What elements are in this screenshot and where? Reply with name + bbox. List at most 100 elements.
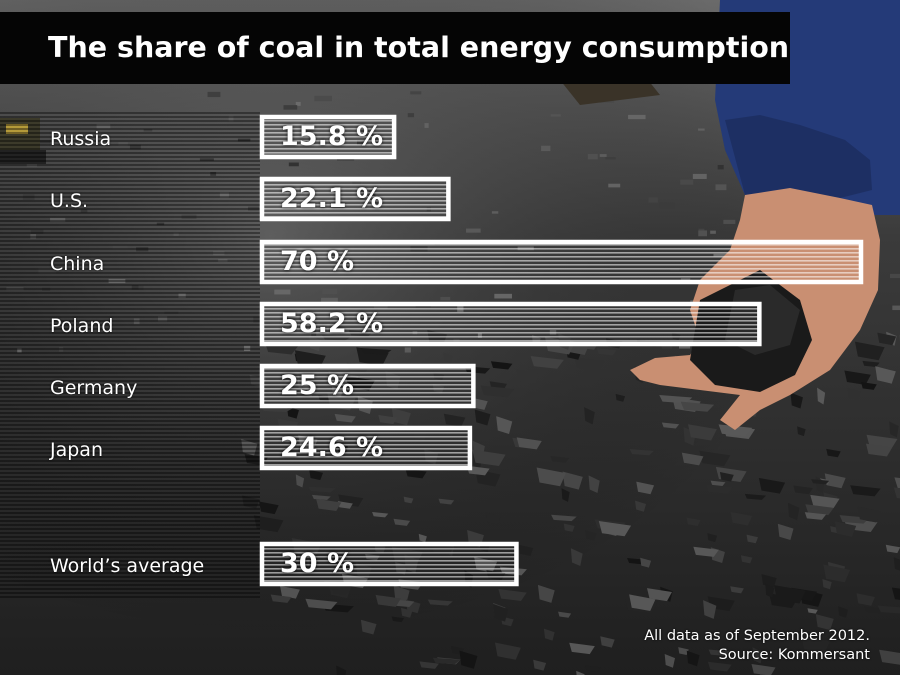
coal-rock xyxy=(279,585,300,599)
coal-rock xyxy=(826,448,841,458)
coal-rock xyxy=(288,162,299,167)
coal-rock xyxy=(811,479,830,485)
coal-rock xyxy=(336,665,347,675)
coal-rock xyxy=(797,426,806,437)
coal-rock xyxy=(710,480,726,486)
coal-rock xyxy=(752,647,763,664)
coal-rock xyxy=(875,366,896,384)
coal-rock xyxy=(600,636,615,648)
coal-rock xyxy=(751,663,776,675)
coal-rock xyxy=(723,219,736,224)
coal-rock xyxy=(493,603,509,622)
coal-rock xyxy=(443,352,453,364)
coal-rock xyxy=(698,230,708,237)
coal-rock xyxy=(889,421,899,438)
coal-rock xyxy=(207,91,221,98)
coal-rock xyxy=(879,649,900,665)
coal-rock xyxy=(259,501,279,515)
category-label: Germany xyxy=(50,377,138,399)
coal-rock xyxy=(817,387,826,405)
coal-rock xyxy=(490,361,513,370)
coal-rock xyxy=(491,211,499,214)
coal-rock xyxy=(563,523,575,532)
coal-rock xyxy=(574,357,606,371)
coal-rock xyxy=(550,114,561,117)
coal-rock xyxy=(865,443,893,457)
coal-rock xyxy=(274,289,291,295)
coal-rock xyxy=(891,587,900,600)
coal-rock xyxy=(403,496,414,504)
coal-rock xyxy=(550,456,570,463)
coal-rock xyxy=(372,512,389,518)
coal-rock xyxy=(707,661,732,672)
category-label: World’s average xyxy=(50,555,205,577)
coal-rock xyxy=(459,650,478,669)
bar-fill xyxy=(263,367,473,405)
coal-rock xyxy=(629,594,656,612)
source-note: Source: Kommersant xyxy=(718,647,870,663)
coal-rock xyxy=(856,593,875,606)
coal-rock xyxy=(680,179,694,185)
coal-rock xyxy=(516,369,540,384)
coal-rock xyxy=(316,498,342,511)
coal-rock xyxy=(283,105,298,110)
coal-rock xyxy=(576,670,585,675)
coal-rock xyxy=(599,154,607,157)
coal-rock xyxy=(270,594,292,603)
coal-rock xyxy=(659,202,675,209)
coal-rock xyxy=(801,636,831,653)
coal-rock xyxy=(391,407,411,426)
coal-rock xyxy=(773,585,806,604)
coal-rock xyxy=(744,493,767,500)
coal-rock xyxy=(706,484,733,494)
coal-rock xyxy=(432,657,461,665)
coal-rock xyxy=(438,498,455,505)
coal-rock xyxy=(730,511,753,526)
coal-rock xyxy=(588,475,600,494)
category-label: Russia xyxy=(50,128,112,150)
coal-rock xyxy=(679,346,691,349)
coal-rock xyxy=(850,485,881,497)
coal-rock xyxy=(541,145,551,152)
coal-rock xyxy=(719,471,734,482)
coal-rock xyxy=(561,488,570,502)
coal-rock xyxy=(659,394,693,404)
coal-rock xyxy=(678,647,689,656)
coal-rock xyxy=(707,533,718,542)
coal-rock xyxy=(474,409,491,426)
coal-rock xyxy=(608,183,621,188)
coal-rock xyxy=(703,600,717,619)
coal-rock xyxy=(598,520,632,537)
coal-rock xyxy=(537,584,555,603)
coal-rock xyxy=(804,512,827,520)
coal-rock xyxy=(334,413,356,423)
coal-rock xyxy=(311,494,331,501)
data-date-note: All data as of September 2012. xyxy=(644,628,870,644)
coal-rock xyxy=(321,297,338,303)
coal-rock xyxy=(308,486,336,493)
coal-rock xyxy=(710,230,716,234)
bar xyxy=(259,363,476,409)
coal-rock xyxy=(834,521,857,537)
coal-rock xyxy=(314,95,332,102)
coal-rock xyxy=(615,393,626,402)
coal-rock xyxy=(596,348,617,356)
coal-rock xyxy=(777,523,794,541)
coal-rock xyxy=(587,153,598,160)
coal-rock xyxy=(360,347,392,355)
bar-fill xyxy=(263,118,394,156)
coal-rock xyxy=(305,598,338,610)
coal-rock xyxy=(810,494,840,508)
coal-rock xyxy=(862,360,880,367)
coal-rock xyxy=(410,91,422,95)
bar-fill xyxy=(263,545,516,583)
coal-rock xyxy=(646,588,673,602)
coal-rock xyxy=(693,546,719,557)
bar xyxy=(259,425,473,471)
coal-rock xyxy=(715,184,727,191)
coal-rock xyxy=(893,557,900,571)
coal-rock xyxy=(680,401,715,412)
value-label: 24.6 % xyxy=(280,432,384,463)
coal-rock xyxy=(717,164,724,170)
